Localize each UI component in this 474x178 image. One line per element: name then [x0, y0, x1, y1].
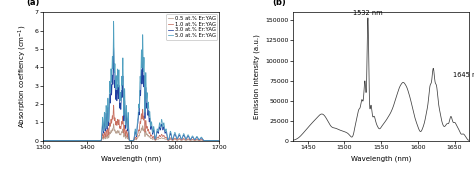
- 5.0 at.% Er:YAG: [144, 92, 150, 94]
- 3.0 at.% Er:YAG: [144, 103, 150, 105]
- 1.0 at.% Er:YAG: [144, 125, 150, 128]
- Line: 0.5 at.% Er:YAG: 0.5 at.% Er:YAG: [43, 124, 219, 141]
- 3.0 at.% Er:YAG: [180, 136, 186, 138]
- 3.0 at.% Er:YAG: [216, 140, 222, 142]
- 5.0 at.% Er:YAG: [40, 140, 46, 142]
- 3.0 at.% Er:YAG: [40, 140, 46, 142]
- Line: 5.0 at.% Er:YAG: 5.0 at.% Er:YAG: [43, 21, 219, 141]
- 1.0 at.% Er:YAG: [216, 140, 222, 142]
- 0.5 at.% Er:YAG: [152, 139, 157, 141]
- Y-axis label: Absorption coeffiency (cm$^{-1}$): Absorption coeffiency (cm$^{-1}$): [17, 25, 29, 128]
- 5.0 at.% Er:YAG: [180, 135, 186, 137]
- X-axis label: Wavelength (nm): Wavelength (nm): [100, 155, 161, 162]
- 3.0 at.% Er:YAG: [171, 137, 176, 139]
- 1.0 at.% Er:YAG: [180, 138, 186, 140]
- Text: (b): (b): [272, 0, 286, 7]
- Text: (a): (a): [26, 0, 39, 7]
- Y-axis label: Emission intensity (a.u.): Emission intensity (a.u.): [254, 34, 260, 119]
- Line: 3.0 at.% Er:YAG: 3.0 at.% Er:YAG: [43, 47, 219, 141]
- Line: 1.0 at.% Er:YAG: 1.0 at.% Er:YAG: [43, 105, 219, 141]
- 0.5 at.% Er:YAG: [144, 133, 150, 135]
- 3.0 at.% Er:YAG: [152, 136, 157, 138]
- 1.0 at.% Er:YAG: [111, 104, 117, 106]
- 5.0 at.% Er:YAG: [104, 111, 109, 114]
- 1.0 at.% Er:YAG: [171, 139, 176, 141]
- 5.0 at.% Er:YAG: [152, 135, 157, 137]
- Text: 1532 nm: 1532 nm: [353, 10, 383, 16]
- 0.5 at.% Er:YAG: [111, 123, 117, 125]
- 3.0 at.% Er:YAG: [49, 140, 55, 142]
- 5.0 at.% Er:YAG: [171, 136, 176, 138]
- 5.0 at.% Er:YAG: [111, 20, 117, 22]
- 0.5 at.% Er:YAG: [171, 139, 176, 141]
- Text: 1645 nm: 1645 nm: [453, 72, 474, 78]
- 0.5 at.% Er:YAG: [104, 136, 109, 138]
- 1.0 at.% Er:YAG: [104, 131, 109, 133]
- X-axis label: Wavelength (nm): Wavelength (nm): [351, 155, 411, 162]
- 3.0 at.% Er:YAG: [111, 46, 117, 48]
- Legend: 0.5 at.% Er:YAG, 1.0 at.% Er:YAG, 3.0 at.% Er:YAG, 5.0 at.% Er:YAG: 0.5 at.% Er:YAG, 1.0 at.% Er:YAG, 3.0 at…: [166, 14, 218, 40]
- 0.5 at.% Er:YAG: [180, 139, 186, 141]
- 3.0 at.% Er:YAG: [104, 118, 109, 120]
- 0.5 at.% Er:YAG: [49, 140, 55, 142]
- 0.5 at.% Er:YAG: [216, 140, 222, 142]
- 5.0 at.% Er:YAG: [49, 140, 55, 142]
- 1.0 at.% Er:YAG: [40, 140, 46, 142]
- 0.5 at.% Er:YAG: [40, 140, 46, 142]
- 1.0 at.% Er:YAG: [49, 140, 55, 142]
- 5.0 at.% Er:YAG: [216, 140, 222, 142]
- 1.0 at.% Er:YAG: [152, 138, 157, 140]
